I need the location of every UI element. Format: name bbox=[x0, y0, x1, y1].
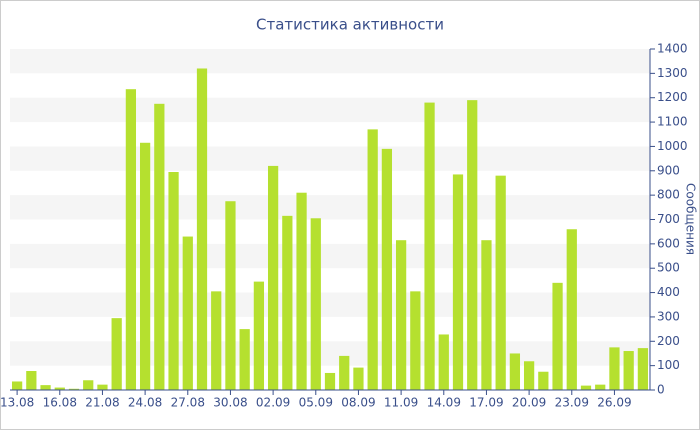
bar bbox=[410, 291, 421, 390]
y-tick-label: 200 bbox=[657, 334, 680, 348]
bar bbox=[296, 192, 307, 390]
y-tick-label: 400 bbox=[657, 285, 680, 299]
bar bbox=[196, 68, 208, 390]
x-tick-label: 24.08 bbox=[128, 396, 162, 410]
bar bbox=[580, 385, 592, 390]
y-tick-label: 1400 bbox=[657, 42, 688, 56]
bar bbox=[339, 355, 350, 390]
bar bbox=[324, 372, 336, 390]
y-tick-label: 100 bbox=[657, 358, 680, 372]
bar bbox=[168, 172, 179, 390]
x-tick-label: 21.08 bbox=[85, 396, 119, 410]
bar bbox=[139, 142, 151, 390]
y-tick-label: 300 bbox=[657, 309, 680, 323]
bar bbox=[26, 371, 37, 390]
x-tick-label: 17.09 bbox=[469, 396, 503, 410]
x-tick-label: 30.08 bbox=[213, 396, 247, 410]
y-tick-label: 500 bbox=[657, 261, 680, 275]
grid-band bbox=[10, 146, 650, 171]
bar bbox=[523, 361, 535, 390]
x-tick-label: 13.08 bbox=[0, 396, 34, 410]
bar bbox=[538, 371, 549, 390]
bar bbox=[509, 353, 521, 390]
y-tick-label: 700 bbox=[657, 212, 680, 226]
y-tick-label: 800 bbox=[657, 188, 680, 202]
bar bbox=[97, 384, 108, 390]
x-tick-label: 26.09 bbox=[597, 396, 631, 410]
bar bbox=[54, 387, 65, 390]
x-tick-label: 08.09 bbox=[341, 396, 375, 410]
x-tick-label: 11.09 bbox=[384, 396, 418, 410]
bar bbox=[381, 148, 393, 390]
bar bbox=[225, 201, 236, 390]
grid-band bbox=[10, 97, 650, 123]
bar bbox=[182, 236, 193, 390]
x-tick-label: 27.08 bbox=[171, 396, 205, 410]
bar bbox=[623, 351, 634, 390]
bar bbox=[239, 329, 250, 390]
bar bbox=[609, 347, 620, 390]
bar bbox=[267, 165, 279, 390]
bar bbox=[11, 381, 23, 390]
x-tick-label: 02.09 bbox=[256, 396, 290, 410]
x-tick-label: 05.09 bbox=[299, 396, 333, 410]
bar bbox=[367, 129, 378, 390]
bar bbox=[111, 318, 122, 390]
y-tick-label: 1200 bbox=[657, 90, 688, 104]
bar bbox=[637, 348, 649, 390]
y-tick-label: 600 bbox=[657, 236, 680, 250]
y-tick-label: 900 bbox=[657, 163, 680, 177]
bar bbox=[552, 282, 563, 390]
bar bbox=[452, 174, 464, 390]
chart-title: Статистика активности bbox=[256, 16, 444, 34]
grid-band bbox=[10, 243, 650, 269]
y-tick-label: 0 bbox=[657, 383, 665, 397]
bar bbox=[467, 100, 478, 391]
x-tick-label: 23.09 bbox=[555, 396, 589, 410]
bar bbox=[495, 175, 506, 390]
bar bbox=[395, 240, 407, 390]
bar bbox=[424, 102, 435, 390]
y-tick-label: 1300 bbox=[657, 66, 688, 80]
y-axis-label: Сообщения bbox=[684, 183, 698, 255]
y-tick-label: 1000 bbox=[657, 139, 688, 153]
bar bbox=[68, 388, 80, 390]
bar bbox=[353, 367, 364, 390]
bar bbox=[595, 384, 606, 390]
bar bbox=[566, 229, 577, 390]
bar bbox=[282, 215, 293, 390]
bar bbox=[125, 89, 137, 391]
bar bbox=[154, 103, 165, 390]
grid-band bbox=[10, 49, 650, 74]
grid-band bbox=[10, 292, 650, 317]
bar bbox=[438, 334, 449, 390]
x-tick-label: 20.09 bbox=[512, 396, 546, 410]
bar bbox=[310, 218, 321, 390]
bar bbox=[83, 380, 94, 390]
bar bbox=[253, 281, 265, 390]
bar bbox=[211, 291, 222, 390]
x-tick-label: 16.08 bbox=[43, 396, 77, 410]
y-tick-label: 1100 bbox=[657, 115, 688, 129]
grid-band bbox=[10, 195, 650, 220]
x-tick-label: 14.09 bbox=[427, 396, 461, 410]
bar bbox=[40, 385, 51, 390]
bar bbox=[481, 240, 492, 390]
